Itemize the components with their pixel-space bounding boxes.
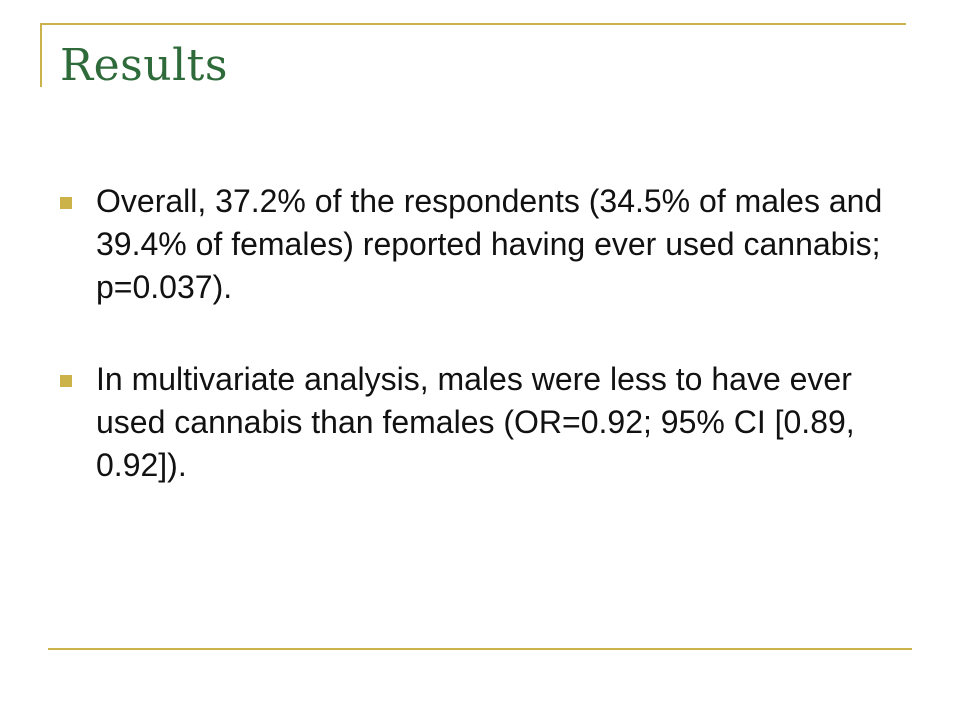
bullet-list: Overall, 37.2% of the respondents (34.5%… xyxy=(60,180,900,536)
square-bullet-icon xyxy=(60,375,72,387)
bullet-item: Overall, 37.2% of the respondents (34.5%… xyxy=(60,180,900,309)
top-rule xyxy=(40,23,906,25)
bullet-text: Overall, 37.2% of the respondents (34.5%… xyxy=(96,183,883,305)
bullet-item: In multivariate analysis, males were les… xyxy=(60,358,900,487)
square-bullet-icon xyxy=(60,197,72,209)
bullet-text: In multivariate analysis, males were les… xyxy=(96,361,855,483)
slide-title: Results xyxy=(60,40,228,91)
bottom-rule xyxy=(48,648,912,650)
left-rule xyxy=(40,23,42,87)
